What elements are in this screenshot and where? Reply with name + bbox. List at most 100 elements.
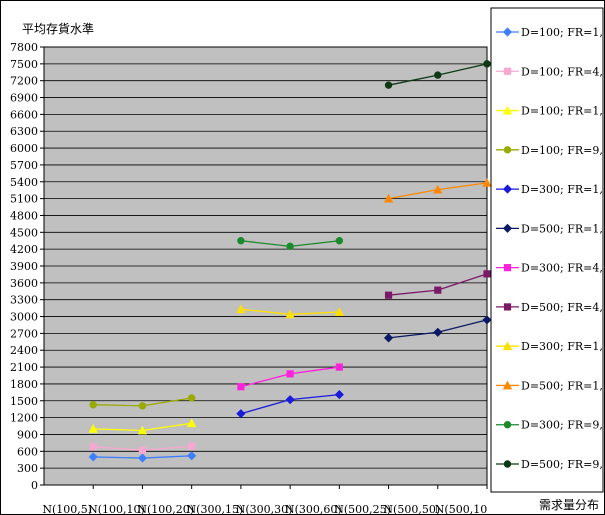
legend-label: D=500; FR=1, RRT: [521, 222, 605, 235]
y-tick-label: 1500: [10, 395, 38, 408]
data-point: [237, 237, 245, 245]
y-tick-label: 5100: [10, 193, 38, 206]
legend-marker: [502, 105, 513, 115]
legend-box: [490, 7, 604, 493]
x-tick-label: N(100,5): [42, 503, 92, 515]
series-2: [89, 442, 196, 454]
data-point: [286, 370, 294, 378]
data-point: [236, 304, 246, 314]
data-point: [482, 315, 492, 325]
y-tick-label: 5400: [10, 176, 38, 189]
y-tick-label: 7500: [10, 58, 38, 71]
y-tick-label: 2100: [10, 361, 38, 374]
y-tick-label: 6300: [10, 125, 38, 138]
x-tick-label: N(300,15): [187, 503, 244, 515]
legend-label: D=500; FR=9, RRT: [521, 458, 605, 471]
data-point: [285, 309, 295, 319]
y-tick-label: 300: [17, 462, 38, 475]
legend-marker: [503, 303, 512, 311]
y-tick-label: 6900: [10, 92, 38, 105]
data-point: [89, 443, 97, 451]
y-tick-label: 7200: [10, 75, 38, 88]
y-tick-label: 600: [17, 445, 38, 458]
data-point: [434, 71, 442, 79]
legend-label: D=100; FR=4, RRT: [521, 65, 605, 78]
data-point: [188, 442, 196, 450]
legend-label: D=100; FR=1, RRT: [521, 26, 605, 39]
data-point: [335, 237, 344, 245]
data-point: [88, 452, 98, 462]
y-tick-label: 3300: [10, 294, 38, 307]
series-6: [383, 315, 492, 343]
y-tick-label: 1200: [10, 412, 38, 425]
legend: D=100; FR=1, RRT D=100; FR=4, RRT D=100; F…: [496, 26, 605, 471]
legend-marker: [503, 421, 512, 429]
series-1: [88, 451, 197, 463]
data-point: [384, 81, 393, 89]
data-point: [482, 178, 492, 187]
legend-entry: D=500; FR=9, RRT: [496, 458, 605, 471]
data-point: [334, 390, 344, 400]
y-tick-label: 5700: [10, 159, 38, 172]
chart-title: 平均存貨水準: [22, 21, 94, 36]
data-point: [137, 453, 148, 463]
data-point: [88, 423, 98, 433]
series-8: [384, 270, 491, 299]
data-point: [384, 291, 393, 299]
x-tick-label: N(500,25): [334, 503, 391, 515]
x-tick-label: N(100,20): [137, 503, 194, 515]
data-point: [138, 402, 147, 410]
legend-marker: [503, 460, 512, 468]
data-point: [285, 395, 295, 405]
legend-entry: D=100; FR=9, RRT: [496, 144, 605, 157]
data-point: [187, 394, 196, 402]
y-tick-label: 7800: [10, 41, 38, 54]
y-tick-label: 4500: [10, 226, 38, 239]
legend-label: D=500; FR=1, RRT: [521, 379, 605, 392]
data-point: [434, 286, 442, 294]
series-3: [88, 418, 197, 435]
data-point: [383, 193, 394, 203]
legend-marker: [503, 264, 512, 272]
y-tick-label: 2700: [10, 327, 38, 340]
y-tick-label: 2400: [10, 344, 38, 357]
x-tick-label: N(500,10: [435, 503, 487, 515]
y-tick-label: 6000: [10, 142, 38, 155]
y-tick-label: 1800: [10, 378, 38, 391]
grid-lines: [44, 46, 487, 469]
legend-entry: D=300; FR=1, RRT: [496, 340, 605, 353]
y-tick-label: 6600: [10, 108, 38, 121]
series-10: [383, 178, 492, 203]
data-point: [483, 60, 491, 68]
data-point: [286, 242, 294, 251]
legend-marker: [502, 223, 513, 233]
legend-label: D=300; FR=1, RRT: [521, 183, 605, 196]
legend-marker: [503, 146, 512, 154]
y-tick-label: 0: [31, 479, 38, 492]
legend-label: D=300; FR=1, RRT: [521, 340, 605, 353]
series-4: [89, 394, 196, 410]
data-point: [237, 383, 245, 391]
legend-entry: D=500; FR=1, RRT: [496, 222, 605, 235]
data-point: [433, 184, 443, 194]
legend-marker: [502, 380, 513, 390]
legend-entry: D=500; FR=4, RRT: [496, 301, 605, 314]
y-tick-label: 3000: [10, 311, 38, 324]
series-7: [237, 363, 343, 391]
series-11: [237, 237, 344, 251]
legend-entry: D=300; FR=1, RRT: [496, 183, 605, 196]
legend-entry: D=100; FR=1, RRT: [496, 105, 605, 118]
legend-marker: [502, 27, 513, 37]
y-tick-label: 4200: [10, 243, 38, 256]
y-tick-label: 3600: [10, 277, 38, 290]
data-point: [187, 451, 197, 461]
data-point: [334, 307, 345, 316]
legend-marker: [502, 341, 513, 351]
legend-entry: D=300; FR=9, RRT: [496, 419, 605, 432]
data-point: [138, 446, 147, 454]
legend-label: D=100; FR=1, RRT: [521, 105, 605, 118]
x-tick-label: N(500,50): [383, 503, 440, 515]
y-tick-label: 3900: [10, 260, 38, 273]
x-tick-label: N(300,30): [236, 503, 293, 515]
